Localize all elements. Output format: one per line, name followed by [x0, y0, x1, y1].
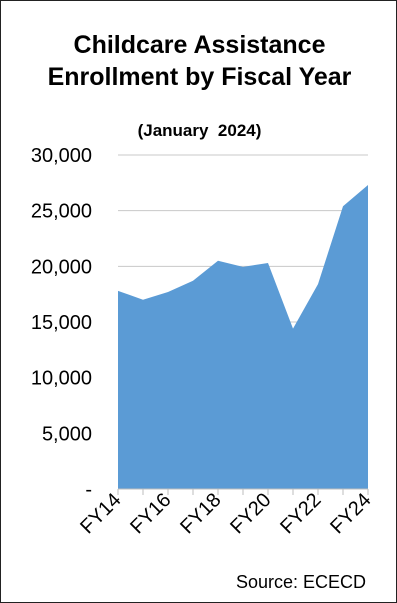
x-tick-label: FY16	[126, 489, 175, 538]
chart-subtitle: (January 2024)	[137, 121, 262, 140]
y-tick-label: 20,000	[31, 256, 92, 278]
y-tick-label: 15,000	[31, 312, 92, 334]
y-tick-label: 30,000	[31, 145, 92, 167]
y-tick-label: 10,000	[31, 368, 92, 390]
x-tick-label: FY22	[276, 489, 325, 538]
y-tick-label: -	[85, 479, 92, 501]
x-axis-tick-labels: FY14 FY16 FY18 FY20 FY22 FY24	[76, 489, 375, 538]
x-tick-label: FY18	[176, 489, 225, 538]
x-tick-label: FY20	[226, 489, 275, 538]
x-tick-label: FY24	[326, 489, 375, 538]
y-tick-label: 25,000	[31, 201, 92, 223]
source-note: Source: ECECD	[235, 572, 366, 592]
area-fill	[118, 185, 368, 489]
chart-title: Childcare Assistance Enrollment by Fisca…	[47, 31, 352, 91]
y-axis-tick-labels: - 5,000 10,000 15,000 20,000 25,000 30,000	[31, 145, 92, 501]
x-tick-label: FY14	[76, 489, 125, 538]
y-tick-label: 5,000	[42, 423, 92, 445]
area-series	[118, 185, 368, 489]
x-axis	[117, 488, 369, 495]
